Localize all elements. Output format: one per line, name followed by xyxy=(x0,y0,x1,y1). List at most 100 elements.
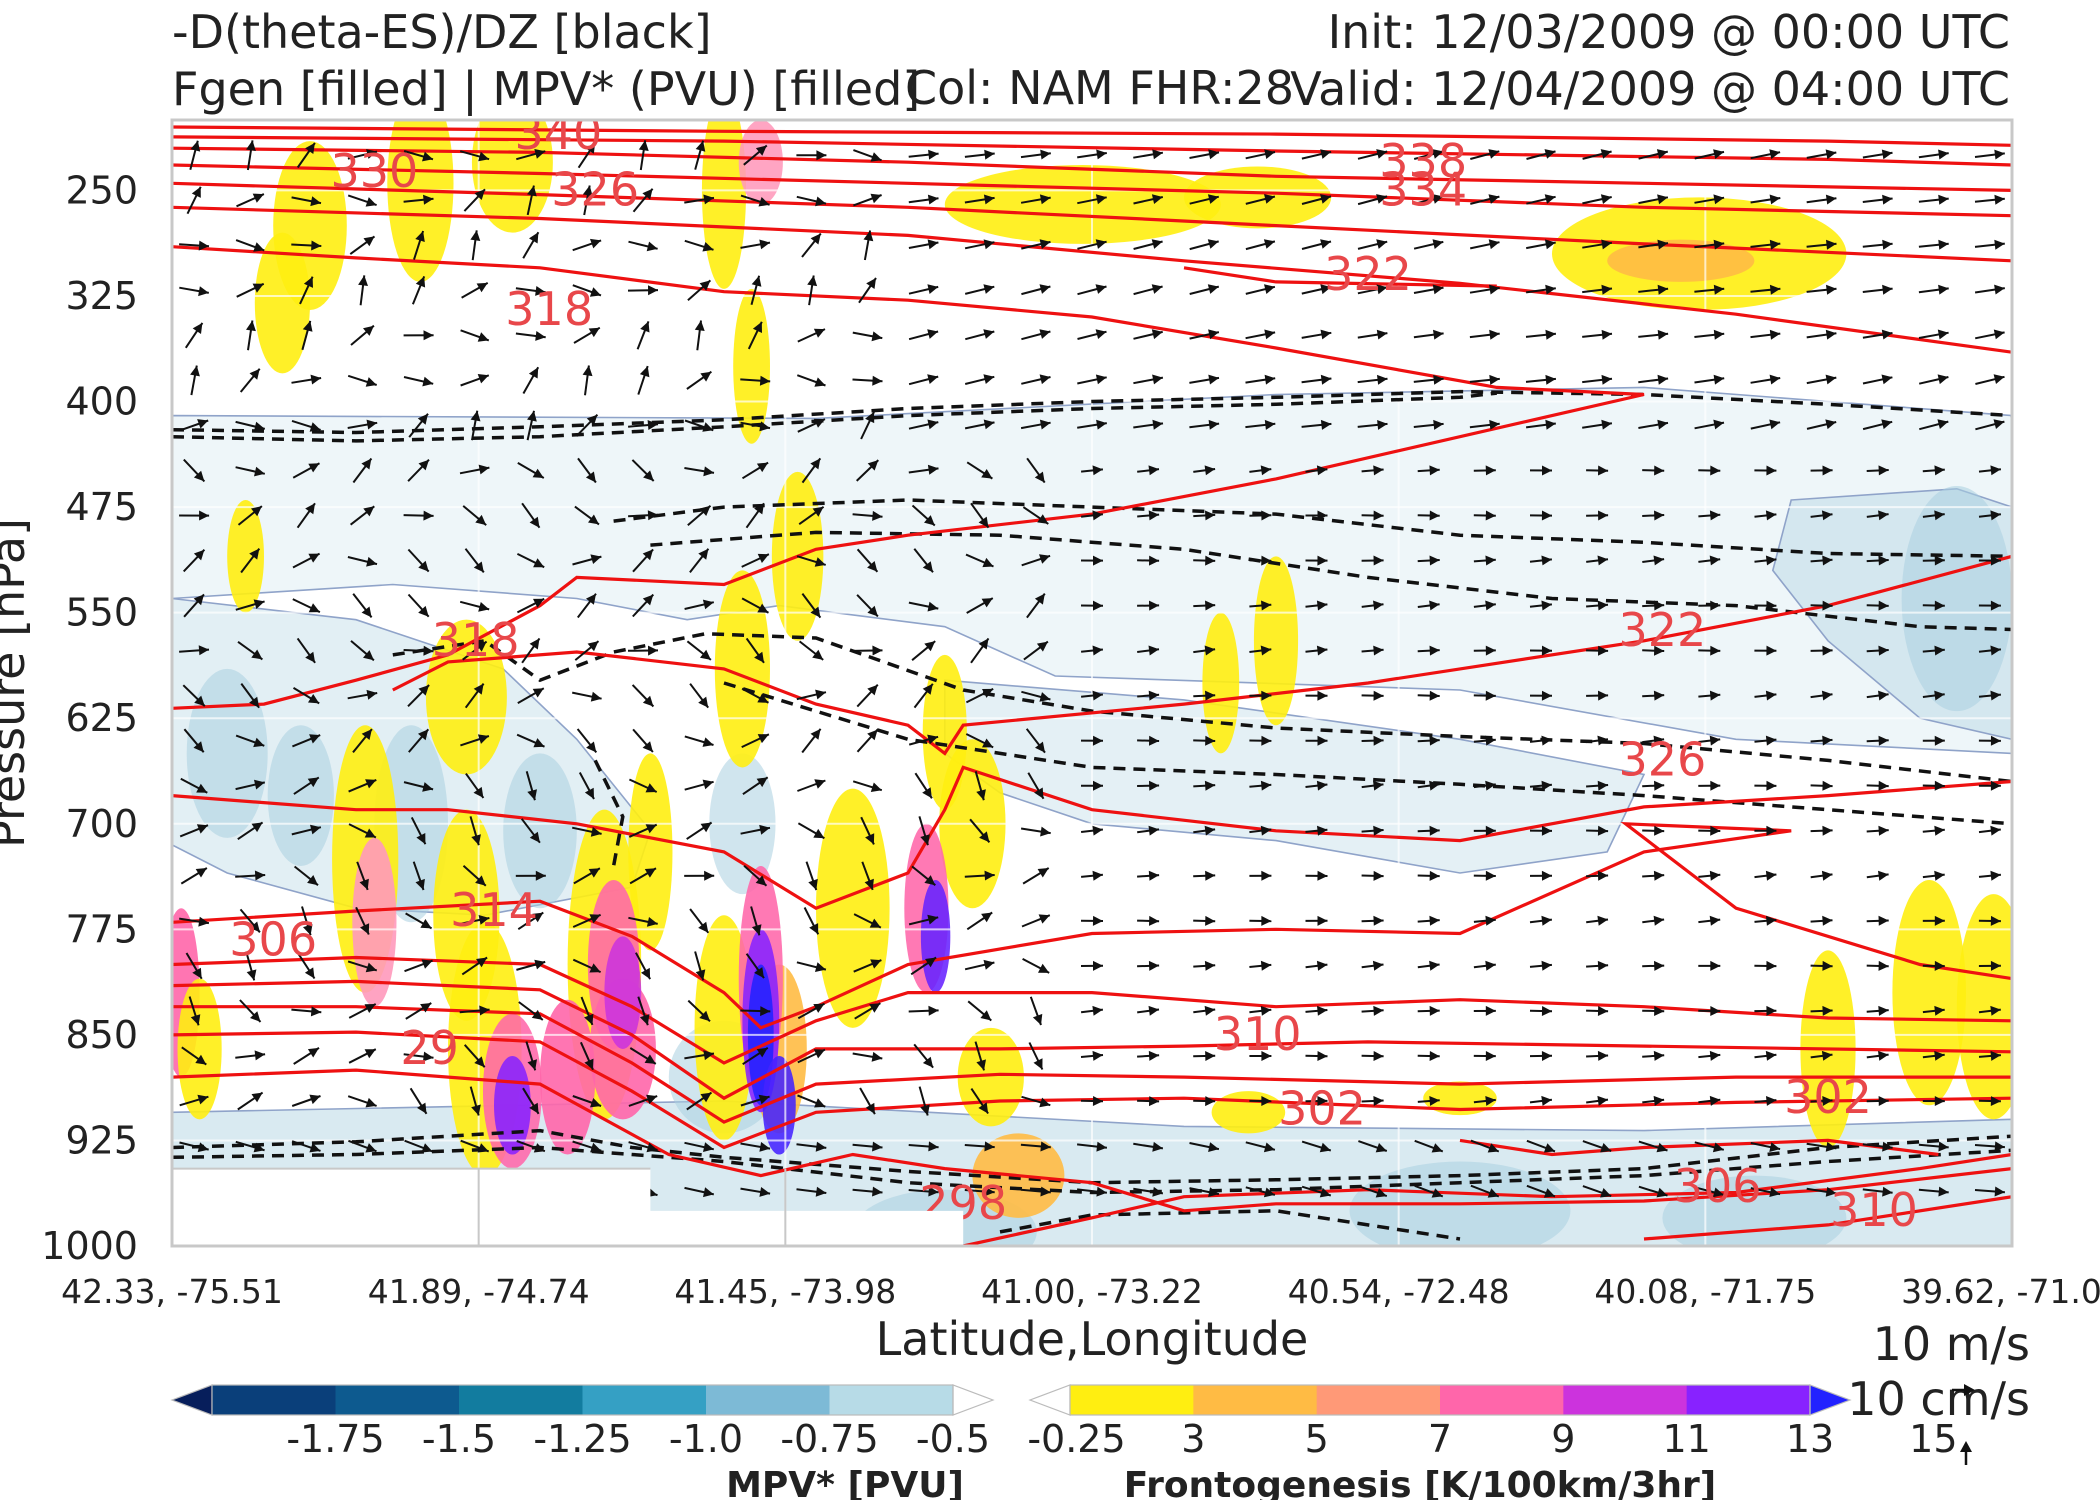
wind-vector xyxy=(1810,690,1833,701)
wind-vector xyxy=(1133,374,1164,385)
wind-vector xyxy=(1698,645,1721,656)
wind-vector xyxy=(1638,1140,1668,1153)
wind-vector xyxy=(1642,465,1665,476)
wind-vector xyxy=(574,505,600,526)
frontogenesis-region xyxy=(694,915,754,1141)
wind-vector xyxy=(1862,419,1893,431)
theta-contour xyxy=(172,821,2012,1030)
wind-vector xyxy=(1249,735,1272,746)
wind-vector xyxy=(1529,870,1553,881)
wind-vector xyxy=(1361,870,1384,881)
theta-contour-label: 340 xyxy=(514,106,602,160)
wind-vector xyxy=(409,1087,428,1115)
wind-vector xyxy=(1582,149,1612,160)
wind-vector xyxy=(1077,329,1107,340)
wind-vector xyxy=(517,911,544,931)
wind-vector xyxy=(413,230,425,260)
theta-contour-label: 330 xyxy=(330,144,418,198)
wind-vector xyxy=(1586,555,1609,566)
wind-vector xyxy=(1361,735,1384,746)
wind-vector xyxy=(1193,645,1216,656)
wind-vector xyxy=(1417,645,1440,656)
wind-vector xyxy=(1694,419,1725,430)
wind-vector xyxy=(347,556,378,567)
wind-vector xyxy=(908,914,939,926)
wind-vector xyxy=(186,186,202,215)
colorbar-tick-label: -0.25 xyxy=(1027,1417,1125,1461)
wind-vector xyxy=(1810,465,1833,476)
wind-vector xyxy=(684,735,714,747)
wind-vector xyxy=(185,952,203,980)
wind-vector xyxy=(237,505,263,526)
wind-vector xyxy=(179,510,210,521)
wind-vector xyxy=(1137,960,1160,971)
wind-vector xyxy=(627,645,659,656)
wind-vector xyxy=(1918,374,1949,385)
colorbar-tick-label: -1.5 xyxy=(422,1417,496,1461)
wind-vector xyxy=(1189,419,1220,430)
wind-vector xyxy=(1020,419,1051,430)
wind-vector xyxy=(1974,194,2005,205)
wind-vector xyxy=(348,823,377,839)
wind-vector xyxy=(1305,600,1328,611)
wind-vector xyxy=(1754,465,1777,476)
wind-vector xyxy=(235,466,266,477)
wind-vector xyxy=(1193,555,1216,566)
theta-contour-label: 318 xyxy=(432,613,520,667)
wind-vector xyxy=(347,149,378,160)
wind-vector xyxy=(1526,239,1556,250)
wind-vector xyxy=(740,1187,771,1197)
wind-vector xyxy=(796,195,827,207)
wind-vector xyxy=(796,374,826,387)
wind-vector xyxy=(797,418,826,433)
mpv-strong-negative xyxy=(267,725,334,866)
wind-vector xyxy=(1473,960,1496,971)
wind-vector xyxy=(1698,1006,1721,1016)
wind-vector xyxy=(1525,284,1556,295)
wind-vector xyxy=(908,329,939,341)
wind-vector xyxy=(1193,735,1216,746)
y-tick-label: 250 xyxy=(65,168,138,212)
wind-vector xyxy=(1020,1141,1051,1152)
dtheta-contour xyxy=(999,1209,1461,1241)
wind-vector xyxy=(1417,465,1440,476)
wind-vector xyxy=(407,593,430,618)
theta-contour-label: 302 xyxy=(1278,1081,1366,1135)
wind-vector xyxy=(1137,555,1160,566)
wind-vector xyxy=(1193,690,1216,701)
wind-vector xyxy=(1027,772,1045,800)
wind-vector xyxy=(1020,194,1051,205)
wind-vector xyxy=(1922,915,1945,926)
wind-vector xyxy=(292,552,321,569)
wind-vector xyxy=(577,457,597,484)
wind-vector xyxy=(462,640,488,661)
wind-vector xyxy=(684,599,715,610)
dtheta-contour xyxy=(593,759,625,867)
wind-vector xyxy=(1417,1051,1440,1061)
wind-vector xyxy=(1080,735,1104,746)
wind-vector xyxy=(743,865,768,887)
colorbar-swatch xyxy=(212,1385,336,1415)
wind-vector xyxy=(1137,1096,1160,1107)
wind-vector xyxy=(853,913,882,929)
wind-vector xyxy=(1694,284,1725,295)
colorbar-tick-label: -0.5 xyxy=(916,1417,990,1461)
x-tick-labels: 42.33, -75.51 41.89, -74.74 41.45, -73.98 4… xyxy=(61,1272,2100,1311)
frontogenesis-region xyxy=(540,999,596,1155)
wind-vector xyxy=(235,870,266,881)
wind-vector xyxy=(236,193,265,208)
wind-vector xyxy=(908,374,939,386)
wind-vector xyxy=(1301,194,1332,205)
terrain-mask-shape xyxy=(172,1168,964,1246)
theta-contour xyxy=(1183,266,1497,288)
wind-vector xyxy=(1698,510,1721,521)
wind-vector xyxy=(1245,239,1276,251)
wind-vector xyxy=(1357,284,1388,295)
wind-vector xyxy=(1137,465,1160,476)
wind-vector xyxy=(1080,780,1104,791)
wind-vector xyxy=(741,733,770,749)
wind-vector xyxy=(1361,690,1384,701)
wind-vector xyxy=(1862,1186,1893,1197)
wind-vector xyxy=(628,1141,658,1153)
colorbar-tick-label: 15 xyxy=(1909,1417,1957,1461)
